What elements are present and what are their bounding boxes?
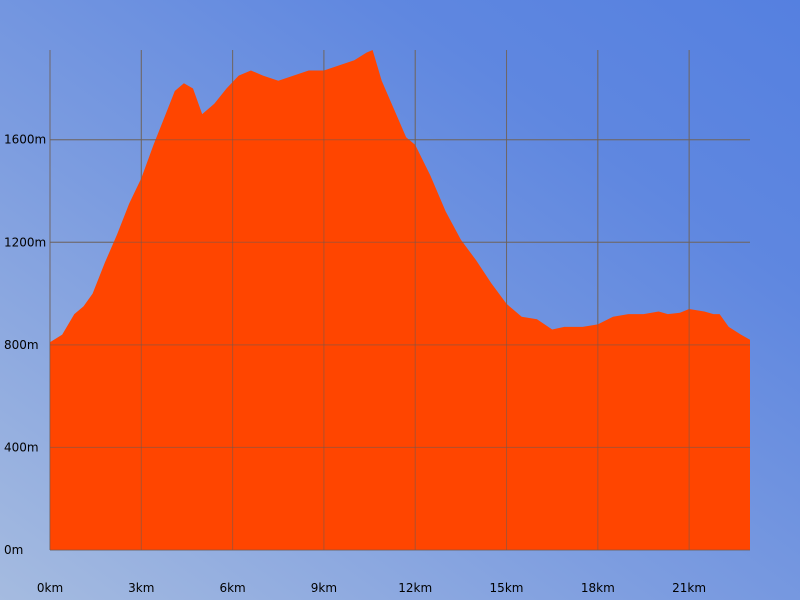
x-tick-label: 9km — [311, 581, 337, 595]
y-tick-label: 0m — [4, 543, 23, 557]
x-tick-label: 12km — [398, 581, 432, 595]
x-tick-label: 21km — [672, 581, 706, 595]
x-tick-label: 18km — [581, 581, 615, 595]
y-tick-label: 1600m — [4, 133, 46, 147]
y-axis-tick-labels: 0m 400m 800m 1200m 1600m — [4, 133, 46, 557]
x-tick-label: 15km — [490, 581, 524, 595]
grid-lines-overlay — [49, 50, 750, 551]
x-tick-label: 6km — [219, 581, 245, 595]
x-tick-label: 3km — [128, 581, 154, 595]
y-tick-label: 400m — [4, 440, 39, 454]
y-tick-label: 1200m — [4, 235, 46, 249]
x-tick-label: 0km — [37, 581, 63, 595]
y-tick-label: 800m — [4, 338, 39, 352]
elevation-area — [50, 50, 750, 550]
x-axis-tick-labels: 0km 3km 6km 9km 12km 15km 18km 21km — [37, 581, 706, 595]
